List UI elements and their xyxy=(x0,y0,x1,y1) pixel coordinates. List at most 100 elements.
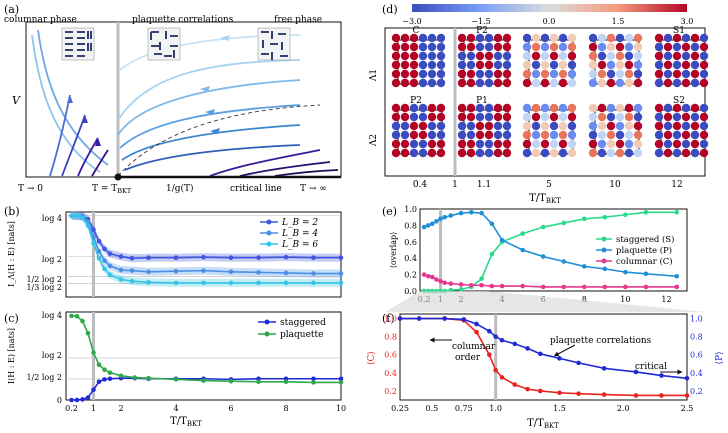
tile-label: P2 xyxy=(476,26,488,36)
site-marker xyxy=(531,42,541,52)
e-xtick: 12 xyxy=(661,295,671,304)
site-marker xyxy=(663,60,673,70)
data-point xyxy=(91,350,96,355)
flow-arrow-icon xyxy=(200,86,210,92)
site-marker xyxy=(418,60,428,70)
site-marker xyxy=(475,33,485,43)
site-marker xyxy=(427,42,437,52)
site-marker xyxy=(409,112,419,122)
site-marker xyxy=(493,103,503,113)
site-marker xyxy=(436,69,446,79)
site-marker xyxy=(502,103,512,113)
x-mid-label: 1/g(T) xyxy=(166,183,194,194)
data-point xyxy=(684,393,690,398)
site-marker xyxy=(400,42,410,52)
d-xlabel: T/TBKT xyxy=(529,193,561,205)
site-marker xyxy=(484,69,494,79)
site-marker xyxy=(502,130,512,140)
flow-arrow-icon xyxy=(82,115,88,123)
data-point xyxy=(623,284,628,290)
data-point xyxy=(173,255,179,261)
site-marker xyxy=(409,148,419,158)
site-marker xyxy=(522,148,532,158)
flow-arrow-icon xyxy=(220,35,230,41)
data-point xyxy=(74,313,80,319)
site-marker xyxy=(672,148,682,158)
site-marker xyxy=(597,112,607,122)
data-point xyxy=(397,316,403,321)
site-marker xyxy=(624,139,634,149)
site-marker xyxy=(427,139,437,149)
site-marker xyxy=(418,42,428,52)
e-yticks: 0.0 0.2 0.4 0.6 0.8 1.0 xyxy=(404,205,417,296)
site-marker xyxy=(391,121,401,131)
site-marker xyxy=(540,103,550,113)
f-xtick: 1.0 xyxy=(489,404,502,413)
site-marker xyxy=(475,51,485,61)
data-point xyxy=(425,273,431,279)
site-marker xyxy=(436,42,446,52)
zoom-wedge xyxy=(385,291,706,312)
site-marker xyxy=(391,130,401,140)
panel-label-d: (d) xyxy=(382,3,398,16)
f-ytick-right: 0.2 xyxy=(690,387,703,396)
site-marker xyxy=(531,112,541,122)
flow-line xyxy=(117,79,301,136)
b-legend: L_B = 2 L_B = 4 L_B = 6 xyxy=(260,218,318,250)
data-point xyxy=(146,269,151,275)
phase-free-label: free phase xyxy=(274,15,322,25)
site-marker xyxy=(690,42,700,52)
data-point xyxy=(74,213,80,219)
data-point xyxy=(85,395,91,400)
site-marker xyxy=(457,121,467,131)
site-marker xyxy=(633,51,643,61)
b-ytick: 1/2 log 2 xyxy=(26,275,62,284)
data-point xyxy=(499,283,505,289)
site-marker xyxy=(654,121,664,131)
data-point xyxy=(201,254,206,260)
d-xtick: 12 xyxy=(671,180,682,190)
data-point xyxy=(582,284,587,290)
site-marker xyxy=(493,33,503,43)
site-marker xyxy=(663,69,673,79)
data-point xyxy=(561,220,567,226)
flow-arrow-icon xyxy=(210,128,220,134)
site-marker xyxy=(457,139,467,149)
c-ytick: 0 xyxy=(57,396,62,405)
site-marker xyxy=(681,78,691,88)
site-marker xyxy=(699,139,709,149)
site-marker xyxy=(400,69,410,79)
site-marker xyxy=(427,121,437,131)
free-snapshot xyxy=(257,27,291,61)
site-marker xyxy=(558,112,568,122)
data-point xyxy=(102,266,107,272)
site-marker xyxy=(699,130,709,140)
f-xlabel: T/TBKT xyxy=(527,418,559,430)
site-marker xyxy=(522,69,532,79)
series-band xyxy=(71,211,341,278)
site-marker xyxy=(567,130,577,140)
site-marker xyxy=(436,60,446,70)
site-marker xyxy=(418,33,428,43)
data-point xyxy=(102,258,107,263)
data-point xyxy=(416,316,422,321)
data-point xyxy=(338,380,344,385)
site-marker xyxy=(597,69,607,79)
data-point xyxy=(469,209,474,215)
site-marker xyxy=(409,42,419,52)
c-legend: staggered plaquette xyxy=(258,318,326,340)
data-point xyxy=(256,270,261,275)
panel-f-frame xyxy=(399,313,688,401)
site-marker xyxy=(400,51,410,61)
phase-columnar-label: columnar phase xyxy=(4,15,77,25)
site-marker xyxy=(681,130,691,140)
site-marker xyxy=(615,121,625,131)
data-point xyxy=(107,263,113,269)
flow-line xyxy=(239,161,331,177)
e-legend: staggered (S) plaquette (P) columnar (C) xyxy=(596,234,674,267)
site-marker xyxy=(672,33,682,43)
c-xtick: 8 xyxy=(283,404,288,413)
site-marker xyxy=(690,121,700,131)
data-point xyxy=(96,362,102,368)
b-ytick: log 4 xyxy=(42,214,62,223)
